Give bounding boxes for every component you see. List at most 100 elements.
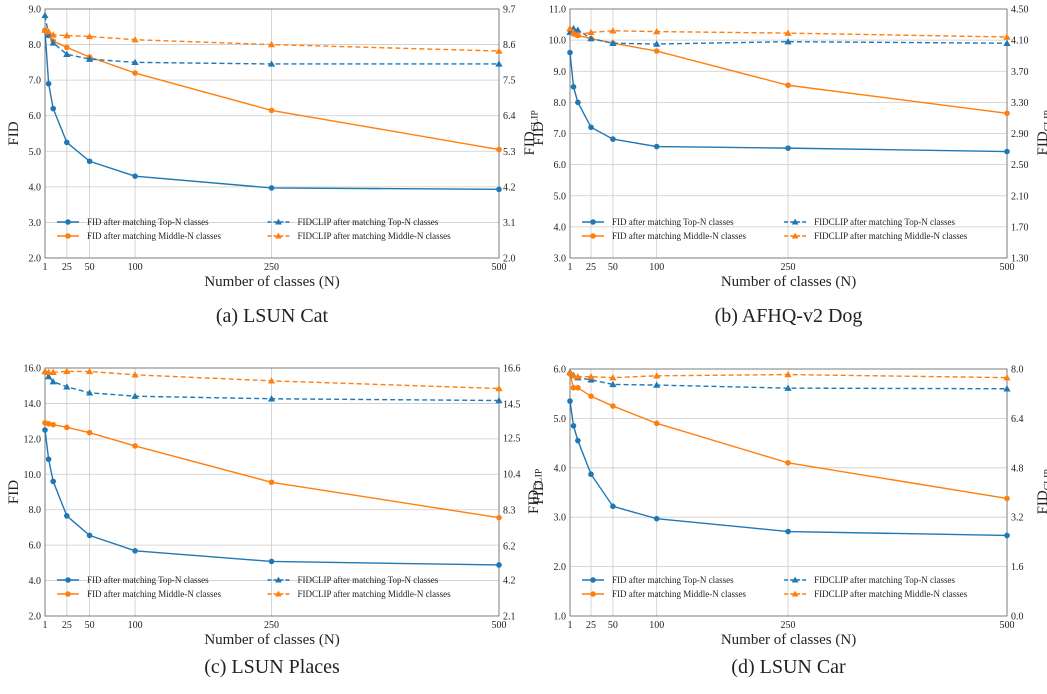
data-point [574, 373, 582, 380]
x-tick-label: 50 [85, 262, 95, 273]
data-point [495, 60, 503, 67]
legend-label: FID after matching Middle-N classes [87, 231, 221, 241]
data-point [575, 384, 581, 391]
legend-item-3: FIDCLIP after matching Top-N classes [267, 575, 439, 585]
data-point [653, 372, 661, 379]
data-point [785, 528, 791, 535]
data-point [50, 478, 56, 485]
legend-label: FID after matching Top-N classes [612, 217, 734, 227]
data-point [45, 31, 53, 38]
x-tick-label: 100 [128, 620, 143, 631]
legend-item-2: FID after matching Middle-N classes [582, 589, 746, 599]
panel-caption: (d) LSUN Car [731, 656, 846, 678]
y2-tick-label: 6.4 [503, 111, 516, 122]
y2-tick-label: 7.5 [503, 76, 516, 87]
legend-item-1: FID after matching Top-N classes [582, 217, 734, 227]
data-point [132, 70, 138, 76]
y-tick-label: 8.0 [29, 40, 42, 51]
data-point [587, 373, 595, 380]
y-tick-label: 10.0 [549, 36, 567, 47]
data-point [268, 479, 275, 486]
y-tick-label: 4.0 [554, 222, 567, 233]
data-point [587, 34, 595, 42]
series-line-3 [569, 27, 1008, 45]
x-tick-label: 250 [781, 620, 796, 631]
data-point [49, 378, 57, 385]
plot-frame [569, 368, 1008, 617]
data-point [131, 36, 139, 43]
x-tick-label: 50 [85, 620, 95, 631]
data-point [132, 548, 138, 554]
y-tick-label: 6.0 [554, 160, 567, 171]
series-line-3 [44, 371, 500, 402]
series-line-1 [569, 401, 1008, 537]
data-point [85, 55, 94, 62]
legend-item-3: FIDCLIP after matching Top-N classes [784, 217, 955, 227]
y2-tick-label: 12.5 [503, 434, 521, 445]
y-tick-label: 10.0 [24, 470, 42, 481]
x-tick-label: 100 [649, 262, 664, 273]
panel-caption: (a) LSUN Cat [216, 305, 329, 327]
legend-label: FIDCLIP after matching Top-N classes [297, 217, 438, 227]
y-tick-label: 9.0 [29, 5, 42, 16]
data-point [267, 40, 276, 48]
x-tick-label: 25 [62, 620, 72, 631]
y2-tick-label: 8.3 [503, 505, 516, 516]
data-point [653, 48, 660, 54]
data-point [64, 44, 70, 51]
y-tick-label: 8.0 [554, 98, 567, 109]
y-tick-label: 4.0 [29, 182, 42, 193]
data-point [63, 367, 71, 375]
data-point [496, 186, 502, 193]
legend-label: FID after matching Top-N classes [87, 575, 209, 585]
y2-tick-label: 2.50 [1011, 160, 1029, 171]
legend-marker [65, 591, 71, 597]
data-point [575, 437, 581, 444]
data-point [1003, 33, 1011, 40]
legend-item-2: FID after matching Middle-N classes [57, 589, 221, 599]
legend-marker [590, 233, 596, 239]
y2-tick-label: 1.6 [1011, 562, 1024, 573]
data-point [574, 31, 582, 38]
y-tick-label: 12.0 [24, 434, 42, 445]
x-tick-label: 25 [62, 262, 72, 273]
data-point [610, 136, 616, 142]
y2-tick-label: 2.90 [1011, 129, 1029, 140]
data-point [784, 384, 792, 391]
y-tick-label: 1.0 [554, 612, 567, 623]
data-point [609, 27, 617, 34]
y-tick-label: 4.0 [554, 463, 567, 474]
y-tick-label: 5.0 [554, 191, 567, 202]
x-axis-label: Number of classes (N) [204, 274, 339, 290]
data-point [653, 143, 660, 150]
series-line-4 [569, 27, 1008, 38]
data-point [64, 139, 70, 146]
y2-tick-label: 1.70 [1011, 222, 1029, 233]
legend-label: FID after matching Top-N classes [87, 217, 209, 227]
y2-tick-label: 3.30 [1011, 98, 1029, 109]
chart-panel-3: 1 25 50 100 250 500 2.0 4.0 6.0 8.0 10.0 12.0 14.0 16… [6, 364, 544, 679]
legend-marker [65, 233, 71, 239]
data-point [569, 28, 578, 36]
data-point [570, 423, 577, 429]
y-axis-label: FID [6, 480, 22, 504]
y2-tick-label: 5.3 [503, 147, 516, 158]
legend-label: FID after matching Top-N classes [612, 575, 734, 585]
chart-panel-2: 1 25 50 100 250 500 3.0 4.0 5.0 6.0 7.0 8.0 9.0 10.0 1… [531, 5, 1047, 328]
y2-tick-label: 4.8 [1011, 463, 1024, 474]
series-line-4 [569, 372, 1008, 379]
x-tick-label: 100 [649, 620, 664, 631]
data-point [268, 558, 275, 565]
series-line-2 [44, 422, 500, 519]
legend-label: FID after matching Middle-N classes [87, 589, 221, 599]
x-tick-label: 50 [608, 620, 618, 631]
data-point [653, 27, 661, 35]
data-point [85, 389, 94, 396]
x-tick-label: 1 [43, 620, 48, 631]
data-point [267, 377, 276, 384]
legend-label: FIDCLIP after matching Middle-N classes [814, 231, 968, 241]
data-point [1004, 148, 1010, 155]
data-point [41, 11, 49, 19]
data-point [42, 427, 48, 433]
